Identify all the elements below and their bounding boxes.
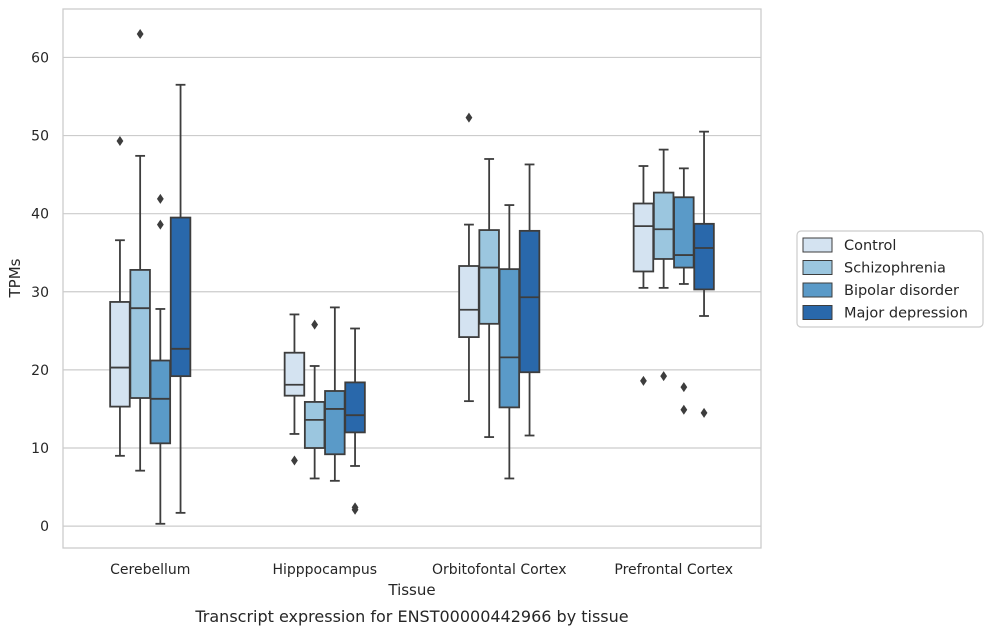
outlier-point: [680, 404, 688, 415]
outlier-point: [136, 28, 144, 39]
outlier-point: [156, 193, 164, 204]
x-axis-label: Tissue: [387, 581, 435, 599]
legend-label: Major depression: [844, 306, 968, 322]
legend-swatch: [802, 237, 833, 253]
box-0-3: [169, 83, 192, 514]
x-axis-ticks: Cerebellum Hipppocampus Orbitofontal Corte…: [110, 562, 733, 578]
box-body: [652, 191, 675, 260]
box-body: [109, 301, 131, 408]
box-body: [303, 401, 326, 449]
legend-label: Schizophrenia: [844, 261, 946, 277]
box-2-3: [518, 163, 541, 437]
x-tick-label: Cerebellum: [110, 562, 190, 578]
legend-swatch: [802, 282, 833, 298]
legend: Control Schizophrenia Bipolar disorder Majo…: [796, 230, 984, 328]
box-2-2: [498, 204, 521, 480]
y-tick-label: 60: [31, 50, 49, 66]
outlier-point: [116, 136, 124, 147]
box-body: [344, 381, 366, 434]
legend-label: Bipolar disorder: [844, 283, 959, 299]
outlier-point: [700, 407, 708, 418]
box-body: [129, 269, 151, 399]
box-1-3: [344, 327, 366, 515]
box-body: [149, 359, 172, 445]
outlier-point: [291, 455, 298, 466]
box-body: [283, 351, 306, 397]
x-tick-label: Prefrontal Cortex: [614, 562, 733, 578]
box-body: [478, 229, 500, 325]
y-tick-label: 40: [31, 207, 49, 223]
box-2-1: [478, 158, 500, 438]
x-tick-label: Orbitofontal Cortex: [432, 562, 567, 578]
boxes: [109, 28, 715, 525]
y-tick-label: 20: [31, 363, 49, 379]
legend-swatch: [802, 305, 833, 320]
box-body: [324, 390, 346, 456]
box-1-0: [283, 313, 306, 466]
box-0-1: [129, 28, 151, 472]
y-axis-ticks: 0 10 20 30 40 50 60: [31, 50, 49, 535]
box-body: [498, 268, 521, 409]
box-body: [518, 229, 541, 374]
legend-swatch: [802, 260, 833, 275]
outlier-point: [311, 319, 319, 330]
box-1-2: [324, 306, 346, 482]
box-3-0: [632, 165, 655, 386]
box-body: [693, 222, 715, 291]
outlier-point: [465, 112, 473, 123]
outlier-point: [640, 375, 647, 386]
outlier-point: [660, 371, 668, 382]
figure-caption: Transcript expression for ENST0000044296…: [194, 607, 628, 626]
y-tick-label: 30: [31, 285, 49, 301]
y-tick-label: 0: [40, 519, 49, 535]
legend-box: [796, 230, 984, 328]
x-tick-label: Hipppocampus: [272, 562, 377, 578]
box-0-2: [149, 193, 172, 525]
outlier-point: [156, 219, 164, 230]
box-body: [673, 196, 695, 269]
plot-border: [62, 8, 762, 549]
y-axis-label: TPMs: [6, 258, 24, 298]
plot-area: [63, 9, 761, 548]
outlier-point: [351, 502, 359, 513]
outlier-point: [680, 382, 688, 393]
box-2-0: [458, 112, 480, 403]
box-body: [632, 202, 655, 273]
box-body: [169, 216, 192, 378]
box-3-3: [693, 130, 715, 418]
y-tick-label: 50: [31, 129, 49, 145]
box-body: [458, 265, 480, 338]
legend-label: Control: [844, 238, 896, 254]
y-tick-label: 10: [31, 441, 49, 457]
